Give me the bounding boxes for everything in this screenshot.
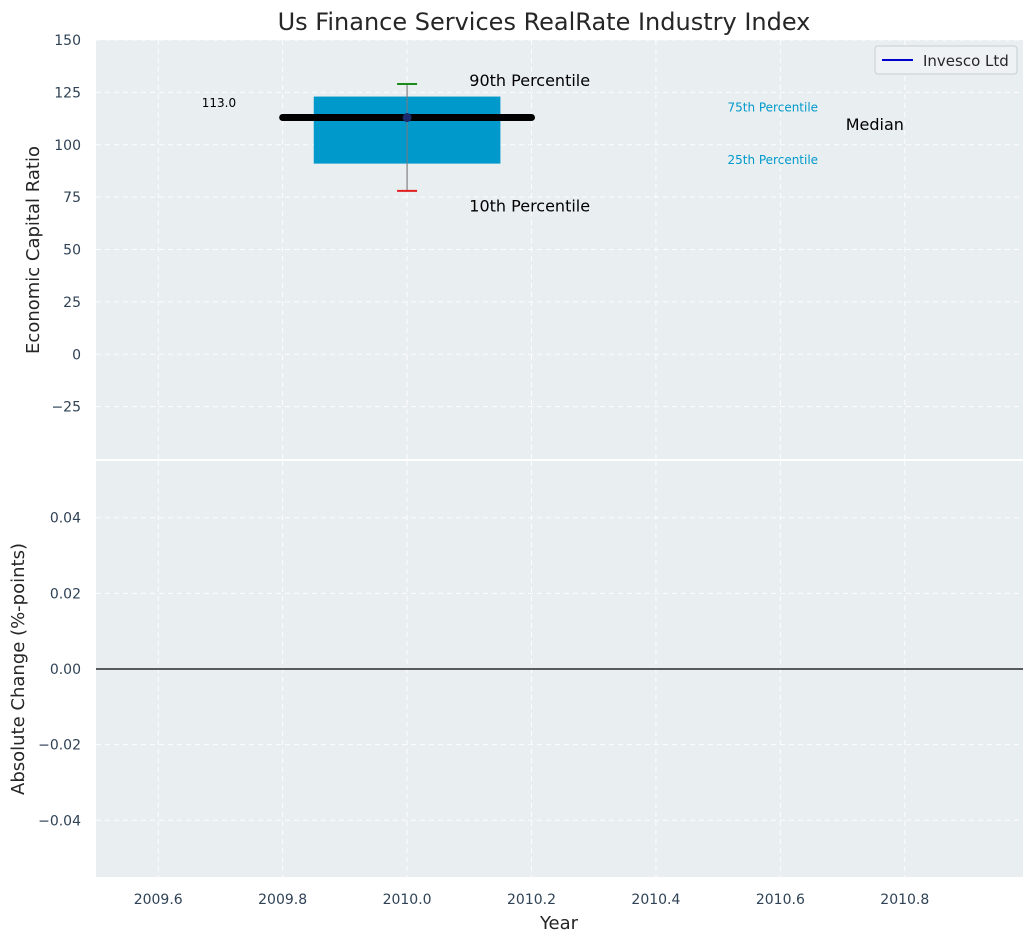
x-tick-label: 2009.6 bbox=[134, 892, 183, 908]
top-y-tick-label: 0 bbox=[72, 347, 81, 363]
median-point bbox=[402, 113, 412, 123]
annotation-90th-percentile: 90th Percentile bbox=[469, 71, 590, 90]
legend: Invesco Ltd bbox=[874, 45, 1018, 75]
bottom-y-axis-label: Absolute Change (%-points) bbox=[8, 543, 29, 795]
x-axis-label: Year bbox=[539, 913, 579, 934]
bottom-y-tick-label: −0.02 bbox=[38, 738, 81, 754]
x-tick-label: 2010.8 bbox=[880, 892, 929, 908]
top-y-tick-label: 75 bbox=[63, 190, 81, 206]
x-tick-label: 2010.6 bbox=[756, 892, 805, 908]
x-tick-label: 2010.4 bbox=[631, 892, 680, 908]
top-y-axis-label: Economic Capital Ratio bbox=[23, 146, 44, 354]
top-y-tick-label: 100 bbox=[54, 138, 81, 154]
bottom-y-tick-label: 0.02 bbox=[50, 586, 81, 602]
bottom-y-tick-label: 0.00 bbox=[50, 662, 81, 678]
legend-box bbox=[874, 45, 1018, 75]
top-y-tick-label: −25 bbox=[51, 400, 81, 416]
legend-label-invesco: Invesco Ltd bbox=[923, 52, 1009, 70]
annotation-10th-percentile: 10th Percentile bbox=[469, 197, 590, 216]
x-tick-label: 2010.2 bbox=[507, 892, 556, 908]
top-y-tick-label: 25 bbox=[63, 295, 81, 311]
annotation-75th-percentile: 75th Percentile bbox=[727, 101, 818, 115]
bottom-y-tick-label: −0.04 bbox=[38, 813, 81, 829]
bottom-y-tick-label: 0.04 bbox=[50, 511, 81, 527]
chart-title: Us Finance Services RealRate Industry In… bbox=[278, 8, 811, 36]
top-y-tick-label: 150 bbox=[54, 33, 81, 49]
annotation-median: Median bbox=[846, 115, 904, 134]
top-y-tick-label: 125 bbox=[54, 85, 81, 101]
x-tick-label: 2009.8 bbox=[258, 892, 307, 908]
median-value-label: 113.0 bbox=[202, 96, 236, 110]
bottom-panel: −0.04 −0.02 0.00 0.02 0.04 2009.6 2009.8 2010.0… bbox=[8, 461, 1023, 934]
x-tick-label: 2010.0 bbox=[383, 892, 432, 908]
annotation-25th-percentile: 25th Percentile bbox=[727, 153, 818, 167]
box-plot bbox=[279, 82, 536, 192]
top-y-tick-label: 50 bbox=[63, 243, 81, 259]
top-panel: −25 0 25 50 75 100 125 150 Economic Capital Rat… bbox=[23, 33, 1023, 459]
